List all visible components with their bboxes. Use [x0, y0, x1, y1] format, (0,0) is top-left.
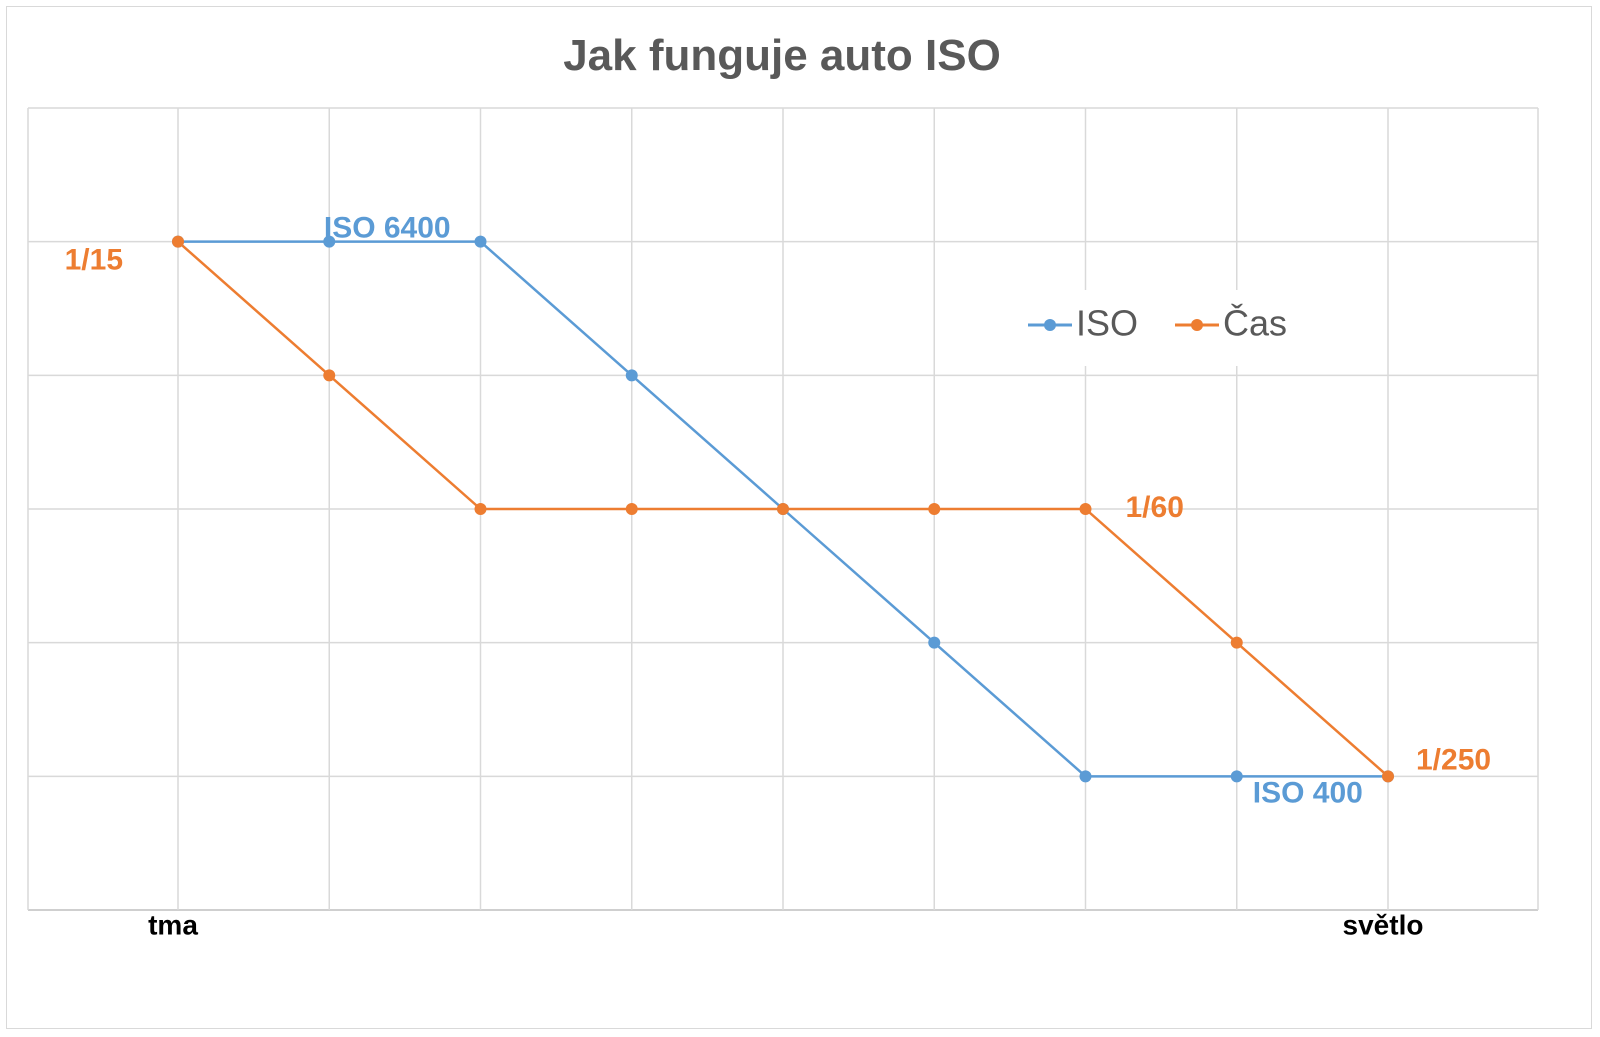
- point-cas: [928, 503, 941, 515]
- data-label: ISO 400: [1253, 776, 1363, 809]
- legend-marker-cas: [1191, 319, 1203, 331]
- point-cas: [172, 235, 184, 248]
- data-label: ISO 6400: [324, 212, 451, 245]
- point-iso: [625, 369, 638, 382]
- x-tick-label: světlo: [1343, 909, 1424, 940]
- point-iso: [928, 636, 941, 649]
- point-iso: [323, 235, 336, 248]
- data-label: 1/15: [65, 244, 123, 277]
- legend-marker-iso: [1044, 319, 1056, 331]
- point-cas: [1382, 770, 1394, 783]
- data-label: 1/60: [1126, 491, 1184, 524]
- data-label: 1/250: [1416, 743, 1491, 776]
- chart-frame: [6, 6, 1592, 1029]
- legend: ISO Čas: [1010, 290, 1300, 366]
- chart-title: Jak funguje auto ISO: [563, 31, 1001, 80]
- x-tick-labels: tma světlo: [148, 909, 1423, 940]
- point-cas: [625, 503, 638, 515]
- data-labels: ISO 6400 ISO 400 1/15 1/60 1/250: [65, 212, 1491, 810]
- x-tick-label: tma: [148, 909, 198, 940]
- point-iso: [1079, 770, 1092, 783]
- series-points: [172, 235, 1394, 783]
- point-cas: [1230, 636, 1243, 649]
- point-iso: [1230, 770, 1243, 783]
- legend-label-cas: Čas: [1223, 303, 1287, 344]
- point-cas: [777, 503, 789, 515]
- point-cas: [474, 503, 487, 515]
- point-cas: [1079, 503, 1092, 515]
- legend-background: [1010, 290, 1300, 366]
- point-cas: [323, 369, 336, 382]
- point-iso: [474, 235, 487, 248]
- legend-label-iso: ISO: [1076, 303, 1138, 344]
